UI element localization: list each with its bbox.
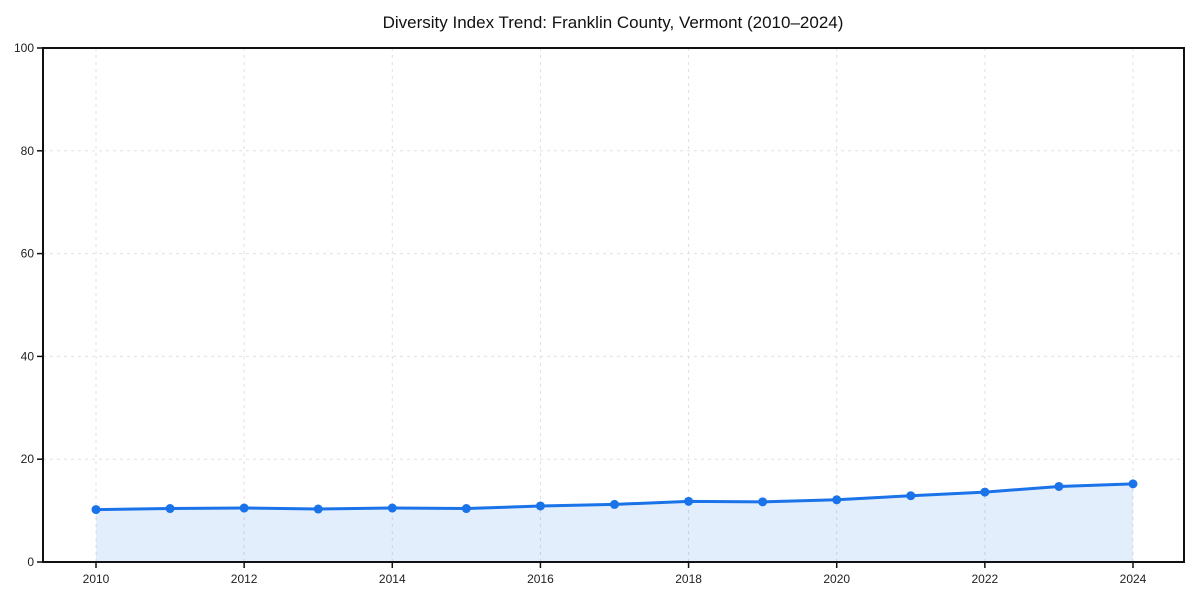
area-fill [96, 483, 1133, 562]
y-tick-label: 80 [21, 144, 35, 158]
data-point [1128, 479, 1138, 489]
plot-border [42, 47, 1185, 563]
data-point [165, 504, 175, 514]
chart-title: Diversity Index Trend: Franklin County, … [383, 13, 844, 32]
data-point [980, 487, 990, 497]
data-point [461, 504, 471, 514]
x-tick-label: 2012 [231, 572, 258, 586]
data-point [832, 495, 842, 505]
y-tick-label: 0 [27, 555, 34, 569]
x-tick-label: 2018 [675, 572, 702, 586]
data-point [313, 504, 323, 514]
data-point [239, 503, 249, 513]
data-point [535, 501, 545, 511]
data-point [758, 497, 768, 507]
x-tick-label: 2020 [823, 572, 850, 586]
plot-area: 0 20 40 60 80 100 2010 2012 2014 2016 2018 2020 2022… [14, 41, 1185, 586]
x-tick-label: 2014 [379, 572, 406, 586]
data-point [684, 496, 694, 506]
data-point [387, 503, 397, 513]
data-point [610, 499, 619, 509]
x-tick-label: 2022 [972, 572, 999, 586]
y-tick-label: 60 [21, 247, 35, 261]
data-point [906, 491, 916, 501]
data-point [91, 505, 101, 515]
y-tick-label: 40 [21, 349, 35, 363]
y-tick-label: 100 [14, 41, 34, 55]
y-tick-label: 20 [21, 452, 35, 466]
data-point [1054, 481, 1064, 491]
x-tick-label: 2010 [83, 572, 110, 586]
x-tick-label: 2016 [527, 572, 554, 586]
x-tick-label: 2024 [1120, 572, 1147, 586]
